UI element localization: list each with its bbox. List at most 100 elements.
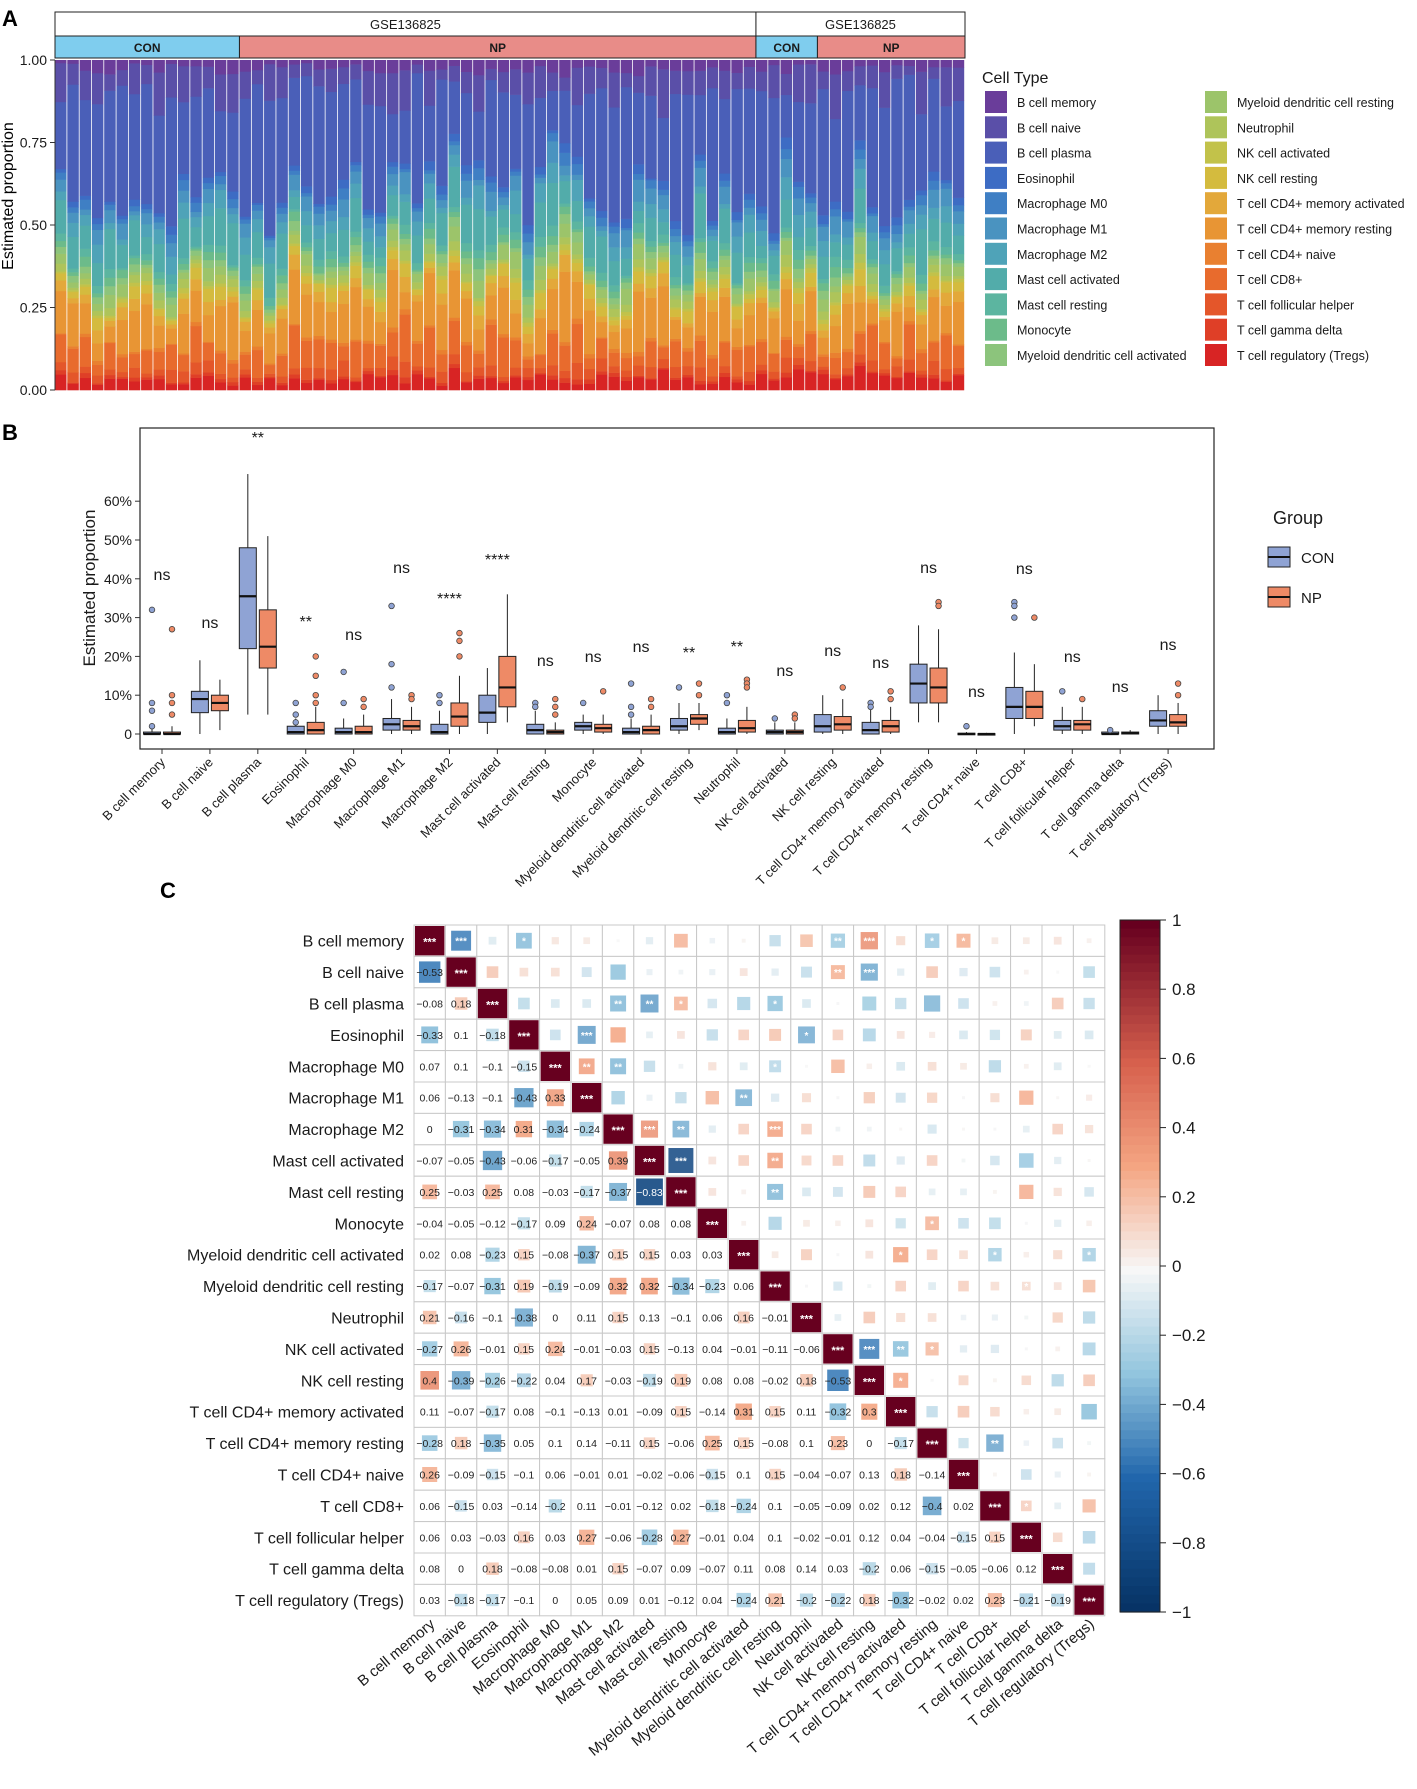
stack-segment	[559, 142, 571, 153]
significance-star: *	[930, 937, 934, 948]
stack-segment	[436, 266, 448, 276]
stack-segment	[866, 65, 879, 89]
stack-segment	[694, 384, 706, 391]
correlation-value: 0	[552, 1595, 558, 1607]
stack-segment	[264, 327, 276, 334]
correlation-square	[646, 1031, 653, 1039]
stack-segment	[362, 60, 374, 72]
stack-segment	[866, 298, 879, 304]
stack-segment	[202, 60, 215, 67]
matrix-cell	[664, 1301, 698, 1334]
stack-segment	[596, 67, 608, 89]
stack-segment	[657, 194, 670, 210]
stack-segment	[460, 263, 473, 274]
value-background	[452, 1120, 470, 1138]
stack-segment	[190, 246, 202, 249]
stack-segment	[546, 72, 559, 91]
correlation-square	[958, 1217, 969, 1229]
stack-segment	[190, 66, 202, 97]
stack-segment	[731, 211, 743, 221]
outlier-point	[1106, 726, 1114, 734]
value-background	[736, 1498, 751, 1514]
outlier-point	[627, 711, 635, 718]
colorbar-segment	[1120, 1231, 1160, 1241]
stack-segment	[141, 304, 153, 350]
colorbar-segment	[1120, 1067, 1160, 1077]
correlation-square	[863, 1311, 876, 1324]
significance-label: ns	[1160, 637, 1177, 654]
diagonal-cell	[1043, 1554, 1073, 1584]
stack-segment	[632, 356, 645, 366]
stack-segment	[374, 257, 387, 267]
stack-segment	[583, 379, 596, 384]
stack-segment	[768, 352, 780, 355]
stack-segment	[842, 367, 854, 375]
legend-swatch	[985, 268, 1007, 291]
stack-segment	[374, 236, 387, 248]
stack-segment	[79, 195, 92, 200]
stack-segment	[436, 245, 448, 252]
stack-segment	[67, 63, 79, 85]
stack-segment	[104, 294, 116, 309]
correlation-value: 0.13	[639, 1313, 660, 1325]
matrix-cell	[727, 1332, 760, 1366]
stack-segment	[411, 269, 424, 272]
colorbar-segment	[1120, 1084, 1160, 1094]
row-label: Mast cell resting	[288, 1185, 404, 1202]
stack-segment	[743, 256, 756, 263]
correlation-square	[767, 995, 783, 1012]
stack-segment	[805, 263, 817, 269]
stack-segment	[854, 253, 866, 263]
outlier-point	[456, 637, 463, 645]
significance-star: *	[1024, 1282, 1028, 1293]
value-background	[862, 1562, 876, 1576]
stack-segment	[374, 321, 387, 344]
stack-segment	[657, 347, 670, 360]
stack-segment	[239, 316, 251, 319]
stack-segment	[682, 366, 694, 376]
significance-star: *	[930, 1345, 934, 1356]
correlation-square	[610, 964, 626, 980]
value-background	[514, 1308, 533, 1327]
stack-segment	[485, 319, 497, 325]
stack-segment	[67, 212, 79, 223]
colorbar-segment	[1120, 1369, 1160, 1380]
stack-segment	[350, 251, 362, 256]
stack-segment	[743, 294, 756, 300]
correlation-square	[989, 966, 1001, 978]
stack-segment	[214, 353, 227, 374]
y-axis-label: Estimated proportion	[80, 510, 99, 667]
correlation-square	[926, 1406, 938, 1418]
stack-segment	[264, 376, 276, 379]
stack-segment	[79, 366, 92, 374]
correlation-square	[550, 967, 560, 977]
stack-segment	[374, 247, 387, 258]
stack-segment	[632, 291, 645, 352]
stack-segment	[264, 263, 276, 298]
stack-segment	[903, 306, 916, 322]
value-background	[1051, 1593, 1065, 1607]
colorbar-segment	[1120, 1266, 1160, 1276]
stack-segment	[620, 282, 633, 289]
stack-segment	[620, 357, 633, 371]
correlation-square	[867, 1284, 872, 1289]
matrix-cell	[696, 1395, 729, 1428]
stack-segment	[91, 217, 104, 225]
stack-segment	[337, 376, 350, 380]
y-tick-label: 0.75	[20, 135, 47, 151]
colorbar-segment	[1120, 1179, 1160, 1189]
colorbar-tick-label: 0.2	[1172, 1188, 1196, 1207]
correlation-value: −0.37	[573, 1250, 600, 1262]
stack-segment	[682, 285, 694, 291]
stack-segment	[153, 347, 165, 353]
colorbar-tick-label: 0.6	[1172, 1049, 1196, 1068]
stack-segment	[657, 259, 670, 263]
correlation-square	[860, 932, 878, 950]
colorbar-segment	[1120, 1447, 1160, 1457]
stack-segment	[362, 261, 374, 268]
stack-segment	[485, 376, 497, 379]
stack-segment	[854, 149, 866, 160]
stack-segment	[436, 385, 448, 391]
value-background	[894, 1437, 907, 1450]
panel-b-label: B	[2, 420, 18, 445]
